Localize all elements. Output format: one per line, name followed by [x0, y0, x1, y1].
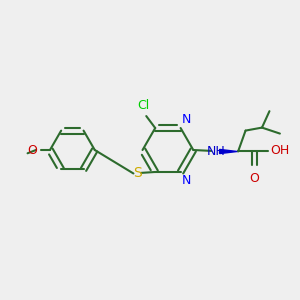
Text: NH: NH	[206, 145, 225, 158]
Text: Cl: Cl	[137, 99, 149, 112]
Polygon shape	[220, 149, 237, 154]
Text: O: O	[250, 172, 260, 185]
Text: N: N	[182, 174, 191, 188]
Text: O: O	[28, 143, 38, 157]
Text: OH: OH	[270, 144, 290, 158]
Text: N: N	[182, 112, 191, 126]
Text: S: S	[133, 167, 142, 181]
